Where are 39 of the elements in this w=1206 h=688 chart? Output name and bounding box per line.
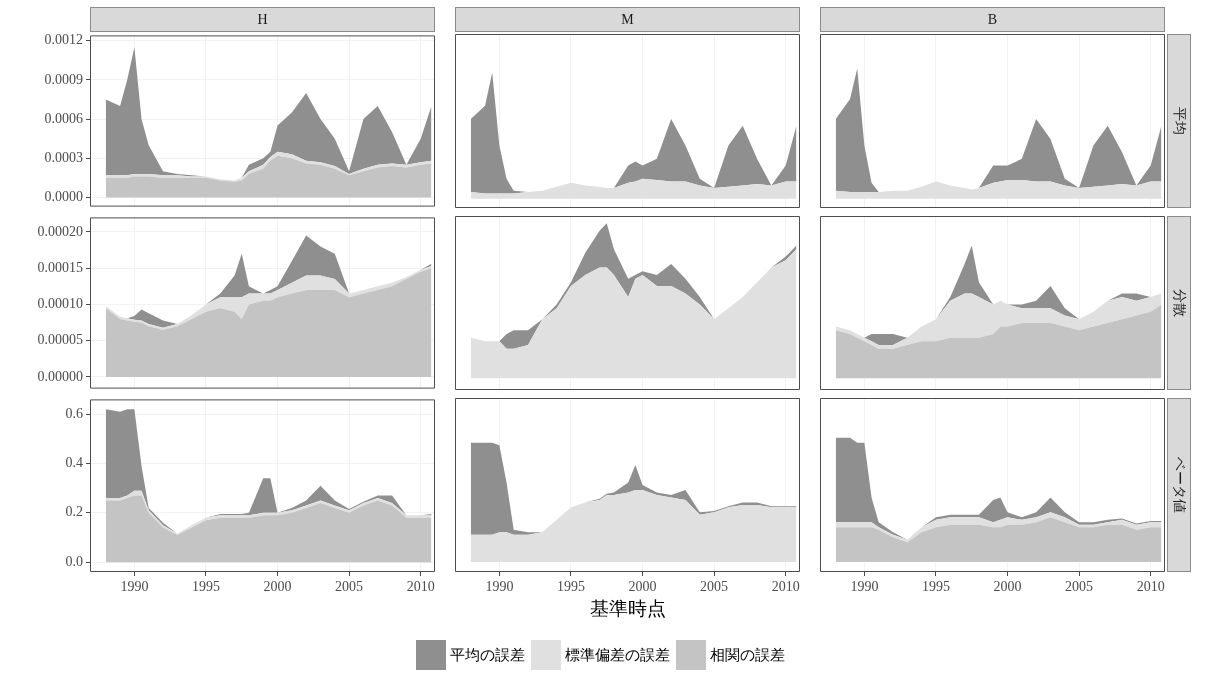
x-tick-label: 2000 <box>628 579 657 595</box>
x-tick-label: 1990 <box>485 579 514 595</box>
x-tick-label: 1995 <box>191 579 220 595</box>
y-tick-label: 0.6 <box>65 405 83 421</box>
y-tick-label: 0.0012 <box>44 32 83 48</box>
x-tick-label: 2000 <box>993 579 1022 595</box>
legend-label: 平均の誤差 <box>449 645 525 665</box>
chart-title: M <box>455 7 800 32</box>
x-tick-label: 2000 <box>263 579 292 595</box>
y-tick-label: 0.0006 <box>44 110 83 126</box>
y-tick-label: 0.00000 <box>37 368 83 384</box>
chart-title: B <box>820 7 1165 32</box>
y-tick-label: 0.4 <box>65 455 83 471</box>
y2-axis-title: ベータ値 <box>1171 457 1188 513</box>
y-tick-label: 0.0003 <box>44 149 83 165</box>
y-tick-label: 0.0 <box>65 553 83 569</box>
y2-axis-title: 分散 <box>1171 289 1188 317</box>
y-tick-label: 0.00010 <box>37 296 83 312</box>
chart-title: H <box>90 7 435 32</box>
y-tick-label: 0.0009 <box>44 71 83 87</box>
legend-label: 標準偏差の誤差 <box>564 645 670 665</box>
x-tick-label: 1990 <box>120 579 149 595</box>
y2-axis-title: 平均 <box>1171 107 1188 135</box>
x-tick-label: 1995 <box>921 579 950 595</box>
x-axis-title: 基準時点 <box>588 597 667 621</box>
x-tick-label: 2005 <box>335 579 364 595</box>
x-tick-label: 1990 <box>850 579 879 595</box>
x-tick-label: 2005 <box>700 579 729 595</box>
y-tick-label: 0.2 <box>65 504 83 520</box>
legend-label: 相関の誤差 <box>709 645 785 665</box>
y-tick-label: 0.00015 <box>37 259 83 275</box>
x-tick-label: 2010 <box>771 579 800 595</box>
y-tick-label: 0.00005 <box>37 332 83 348</box>
x-tick-label: 2005 <box>1065 579 1094 595</box>
y-tick-label: 0.00020 <box>37 223 83 239</box>
x-tick-label: 2010 <box>406 579 435 595</box>
x-tick-label: 2010 <box>1136 579 1165 595</box>
x-tick-label: 1995 <box>556 579 585 595</box>
y-tick-label: 0.0000 <box>44 189 83 205</box>
